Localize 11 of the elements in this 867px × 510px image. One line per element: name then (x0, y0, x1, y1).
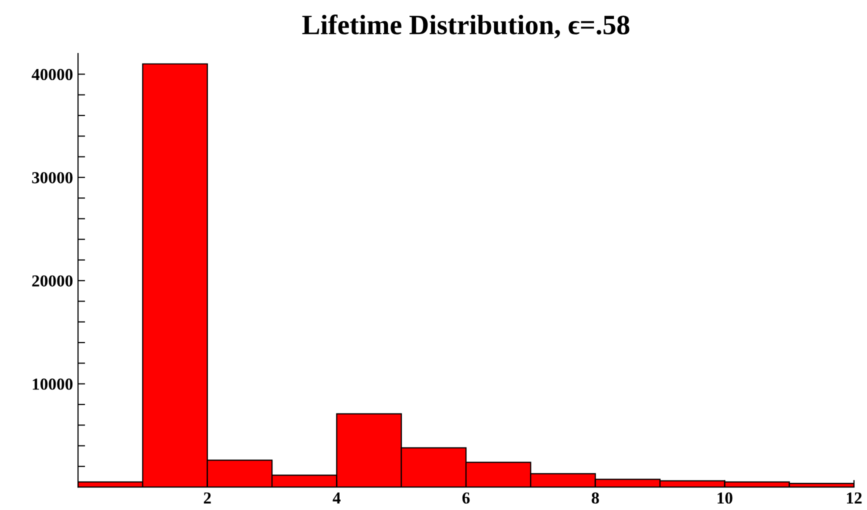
x-tick-label: 10 (718, 492, 732, 504)
x-tick-label: 6 (462, 492, 470, 504)
x-tick-label: 12 (847, 492, 862, 504)
x-tick-label: 8 (592, 492, 599, 504)
y-tick-label: 30000 (32, 172, 73, 184)
x-tick-label: 4 (332, 492, 341, 504)
y-tick-label: 20000 (32, 275, 73, 287)
chart-title: Lifetime Distribution, ϵ=.58 (302, 14, 630, 38)
x-tick-label: 2 (204, 492, 211, 504)
y-tick-label: 10000 (32, 378, 73, 390)
y-tick-label: 40000 (32, 68, 73, 80)
